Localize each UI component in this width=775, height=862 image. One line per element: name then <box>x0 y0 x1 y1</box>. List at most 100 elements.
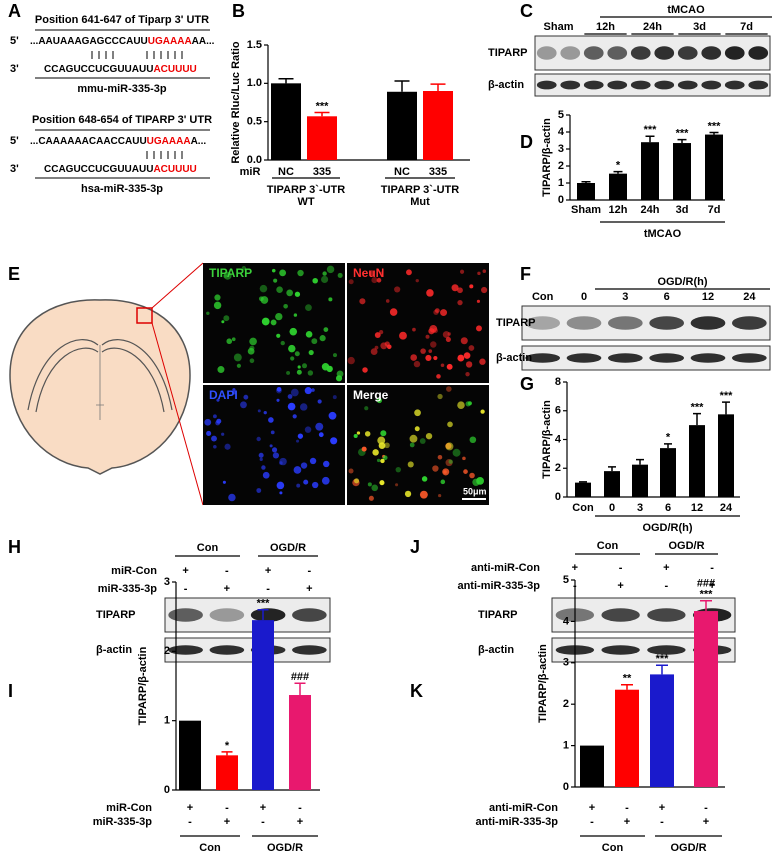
error-bar <box>613 170 623 174</box>
y-axis-label: Relative Rluc/Luc Ratio <box>230 41 242 164</box>
cell <box>440 363 445 368</box>
cell <box>326 365 333 373</box>
lane-label: 3 <box>622 291 628 303</box>
cell <box>459 269 465 274</box>
cell <box>482 269 487 273</box>
error-bar <box>394 80 410 92</box>
x-tick-label: 335 <box>429 166 447 178</box>
cell <box>367 482 372 487</box>
bar <box>271 83 301 160</box>
error-bar <box>636 458 644 465</box>
condition-sign: - <box>225 802 229 814</box>
cell <box>228 493 236 502</box>
cell <box>328 297 333 302</box>
y-tick-label: 1 <box>164 715 170 727</box>
error-bar <box>645 135 655 143</box>
band <box>677 46 698 60</box>
micrograph <box>203 385 345 505</box>
x-tick-label: 24h <box>641 204 660 216</box>
panel-label: B <box>232 1 245 21</box>
y-tick-label: 0 <box>164 784 170 796</box>
cell <box>348 468 354 474</box>
y-axis-label: TIPARP/β-actin <box>137 646 149 725</box>
cell <box>477 271 481 276</box>
condition-sign: + <box>617 580 623 592</box>
condition-sign: - <box>704 802 708 814</box>
blot-row-label: TIPARP <box>96 609 136 621</box>
cell <box>472 478 480 487</box>
condition-label: miR-335-3p <box>93 816 153 828</box>
error-bar <box>579 481 587 483</box>
cell <box>323 327 329 332</box>
cell <box>283 303 288 309</box>
cell <box>404 490 412 498</box>
condition-sign: + <box>297 816 303 828</box>
condition-sign: - <box>660 816 664 828</box>
cell <box>297 365 301 369</box>
band <box>168 645 203 655</box>
cell <box>467 401 472 406</box>
cell <box>445 442 454 451</box>
cell <box>300 462 308 469</box>
cell <box>233 353 242 362</box>
cell <box>385 299 390 303</box>
bar <box>718 414 734 497</box>
pairing <box>91 51 183 59</box>
band <box>566 353 602 363</box>
cell <box>204 418 212 426</box>
cell <box>221 432 225 436</box>
seq: ...AAUAAAGAGCCCAUU <box>30 36 148 47</box>
cell <box>287 402 296 411</box>
cell <box>290 356 295 361</box>
panel-label: A <box>8 1 21 21</box>
cell <box>407 461 414 468</box>
cell <box>379 329 384 335</box>
cell <box>413 360 421 368</box>
cell <box>212 414 217 419</box>
cell <box>370 348 378 355</box>
band <box>525 316 561 330</box>
cell <box>280 340 285 346</box>
significance: *** <box>644 124 658 136</box>
x-tick-label: 12h <box>609 204 628 216</box>
channel-label: NeuN <box>353 266 384 280</box>
cell <box>406 269 412 276</box>
x-tick-label: Sham <box>571 204 601 216</box>
significance: *** <box>316 100 330 112</box>
cell <box>213 444 217 449</box>
five-prime: 5' <box>10 35 19 47</box>
cell <box>432 327 439 334</box>
cell <box>309 457 317 465</box>
lane-label: 0 <box>581 291 587 303</box>
cell <box>312 277 318 284</box>
y-tick-label: 5 <box>558 109 564 121</box>
band <box>748 80 769 90</box>
cell <box>476 325 482 332</box>
band <box>724 80 745 90</box>
significance: *** <box>257 598 271 610</box>
condition-sign: + <box>182 565 188 577</box>
group-sublabel: WT <box>297 196 314 208</box>
channel-label: Merge <box>353 388 389 402</box>
cell <box>270 430 275 435</box>
x-tick-label: NC <box>278 166 294 178</box>
error-bar <box>581 181 591 183</box>
cell <box>305 331 313 338</box>
cell <box>412 327 416 332</box>
condition-sign: + <box>624 816 630 828</box>
cell <box>433 309 439 315</box>
cell <box>428 328 435 335</box>
cell <box>457 287 463 294</box>
cell <box>206 430 212 437</box>
cell <box>332 395 337 400</box>
x-tick-label: NC <box>394 166 410 178</box>
cell <box>223 271 232 280</box>
cell <box>436 374 441 379</box>
condition-sign: - <box>184 583 188 595</box>
group-sublabel: Mut <box>410 196 430 208</box>
cell <box>288 344 296 353</box>
cell <box>287 394 293 399</box>
cell <box>434 308 440 313</box>
band <box>731 316 767 330</box>
